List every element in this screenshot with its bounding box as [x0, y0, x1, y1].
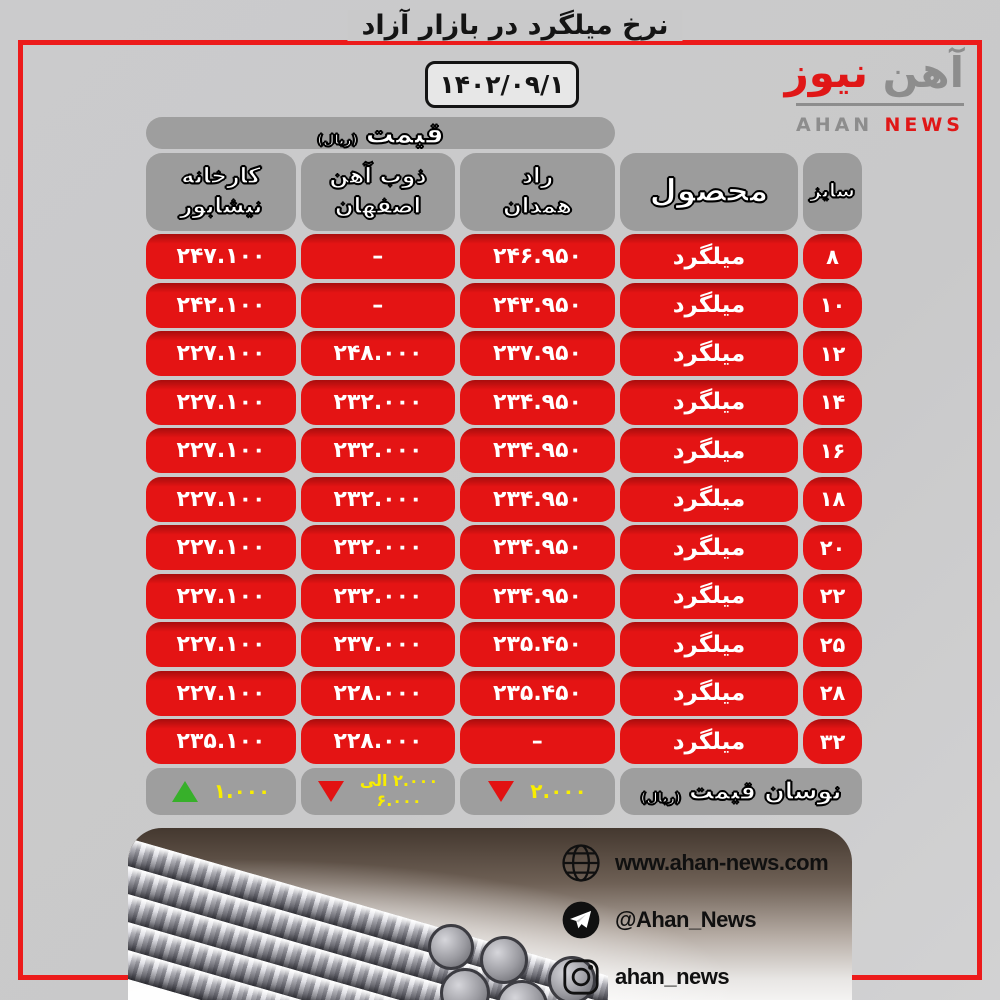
date-badge: ۱۴۰۲/۰۹/۱ [425, 61, 579, 108]
down-arrow-icon [488, 780, 515, 802]
price-neyshabur: ۲۳۵.۱۰۰ [146, 719, 296, 764]
size-pill: ۱۲ [803, 331, 862, 376]
size-pill: ۱۰ [803, 282, 862, 328]
price-zob-ahan: ۲۳۲.۰۰۰ [301, 379, 455, 425]
price-neyshabur: ۲۲۷.۱۰۰ [146, 379, 296, 425]
price-zob-ahan: ۲۳۷.۰۰۰ [301, 622, 455, 667]
price-rad-hamedan: ۲۳۴.۹۵۰ [460, 379, 615, 425]
column-header-rad-hamedan: راد همدان [460, 152, 615, 231]
size-pill: ۱۴ [803, 379, 862, 425]
price-neyshabur: ۲۲۷.۱۰۰ [146, 331, 296, 376]
price-zob-ahan: ۲۲۸.۰۰۰ [301, 719, 455, 764]
price-neyshabur: ۲۴۲.۱۰۰ [146, 282, 296, 328]
ahan-news-logo: آهن نیوز AHAN NEWS [785, 48, 964, 136]
price-rad-hamedan: ۲۳۵.۴۵۰ [460, 670, 615, 716]
product-pill: میلگرد [620, 525, 798, 570]
rebar-end-cap [480, 936, 528, 984]
size-pill: ۳۲ [803, 719, 862, 764]
price-rad-hamedan: ۲۳۷.۹۵۰ [460, 331, 615, 376]
rebar-end-cap [428, 924, 474, 970]
date-text: ۱۴۰۲/۰۹/۱ [439, 70, 565, 99]
telegram-icon [562, 901, 600, 939]
price-rad-hamedan: ۲۳۴.۹۵۰ [460, 525, 615, 570]
fluctuation-rad-hamedan: ۲.۰۰۰ [460, 767, 615, 815]
product-pill: میلگرد [620, 573, 798, 619]
price-rad-hamedan: ۲۳۴.۹۵۰ [460, 573, 615, 619]
price-zob-ahan: ۲۳۲.۰۰۰ [301, 476, 455, 522]
price-zob-ahan: ۲۳۲.۰۰۰ [301, 573, 455, 619]
size-pill: ۱۸ [803, 476, 862, 522]
fluctuation-zob-ahan: ۲.۰۰۰ الی ۶.۰۰۰ [301, 767, 455, 815]
fluctuation-label: نوسان قیمت (ریال) [620, 767, 862, 815]
size-pill: ۲۵ [803, 622, 862, 667]
price-header-unit: (ریال) [317, 132, 359, 148]
website-link[interactable]: www.ahan-news.com [560, 841, 836, 885]
fluctuation-neyshabur: ۱.۰۰۰ [146, 767, 296, 815]
up-arrow-icon [171, 780, 198, 802]
telegram-link[interactable]: @Ahan_News [560, 898, 836, 942]
product-pill: میلگرد [620, 622, 798, 667]
globe-icon [562, 844, 600, 882]
logo-divider [796, 103, 964, 107]
product-pill: میلگرد [620, 476, 798, 522]
logo-farsi-ahan: آهن [882, 48, 964, 97]
logo-latin-news: NEWS [884, 114, 964, 137]
price-rad-hamedan: ۲۴۶.۹۵۰ [460, 234, 615, 279]
footer-panel: www.ahan-news.com @Ahan_News ahan_news [128, 828, 852, 1000]
price-neyshabur: ۲۲۷.۱۰۰ [146, 622, 296, 667]
price-table: قیمت (ریال) سایز محصول راد همدان ذوب آهن ا… [146, 116, 862, 815]
price-neyshabur: ۲۲۷.۱۰۰ [146, 670, 296, 716]
logo-latin-ahan: AHAN [796, 114, 874, 137]
down-arrow-icon [317, 780, 344, 802]
product-pill: میلگرد [620, 670, 798, 716]
price-neyshabur: ۲۲۷.۱۰۰ [146, 525, 296, 570]
logo-farsi-news: نیوز [784, 48, 869, 97]
column-header-size: سایز [803, 152, 862, 231]
instagram-icon [563, 959, 599, 995]
product-pill: میلگرد [620, 234, 798, 279]
price-rad-hamedan: ۲۳۴.۹۵۰ [460, 476, 615, 522]
product-pill: میلگرد [620, 282, 798, 328]
product-pill: میلگرد [620, 719, 798, 764]
logo-latin: AHAN NEWS [796, 114, 964, 136]
logo-farsi: آهن نیوز [785, 48, 964, 97]
column-header-zob-ahan-esfahan: ذوب آهن اصفهان [301, 152, 455, 231]
size-pill: ۲۰ [803, 525, 862, 570]
price-neyshabur: ۲۴۷.۱۰۰ [146, 234, 296, 279]
instagram-text: ahan_news [615, 964, 730, 989]
price-rad-hamedan: ۲۳۵.۴۵۰ [460, 622, 615, 667]
size-pill: ۱۶ [803, 428, 862, 473]
column-header-karkhaneh-neyshabur: کارخانه نیشابور [146, 152, 296, 231]
size-pill: ۸ [803, 234, 862, 279]
price-zob-ahan: ۲۲۸.۰۰۰ [301, 670, 455, 716]
price-zob-ahan: – [301, 282, 455, 328]
price-header-label: قیمت [365, 116, 444, 150]
price-neyshabur: ۲۲۷.۱۰۰ [146, 476, 296, 522]
product-pill: میلگرد [620, 331, 798, 376]
price-rad-hamedan: ۲۳۴.۹۵۰ [460, 428, 615, 473]
price-zob-ahan: – [301, 234, 455, 279]
social-links: www.ahan-news.com @Ahan_News ahan_news [560, 841, 836, 999]
website-text: www.ahan-news.com [615, 850, 829, 875]
price-zob-ahan: ۲۴۸.۰۰۰ [301, 331, 455, 376]
size-pill: ۲۸ [803, 670, 862, 716]
size-pill: ۲۲ [803, 573, 862, 619]
price-zob-ahan: ۲۳۲.۰۰۰ [301, 428, 455, 473]
product-pill: میلگرد [620, 379, 798, 425]
price-header-bar: قیمت (ریال) [146, 116, 615, 150]
product-pill: میلگرد [620, 428, 798, 473]
rebar-photo [128, 828, 608, 1000]
column-header-product: محصول [620, 152, 798, 231]
price-neyshabur: ۲۲۷.۱۰۰ [146, 428, 296, 473]
page-title: نرخ میلگرد در بازار آزاد [347, 10, 683, 41]
price-zob-ahan: ۲۳۲.۰۰۰ [301, 525, 455, 570]
telegram-text: @Ahan_News [615, 907, 757, 932]
price-rad-hamedan: – [460, 719, 615, 764]
price-rad-hamedan: ۲۴۳.۹۵۰ [460, 282, 615, 328]
instagram-link[interactable]: ahan_news [560, 955, 836, 999]
price-neyshabur: ۲۲۷.۱۰۰ [146, 573, 296, 619]
